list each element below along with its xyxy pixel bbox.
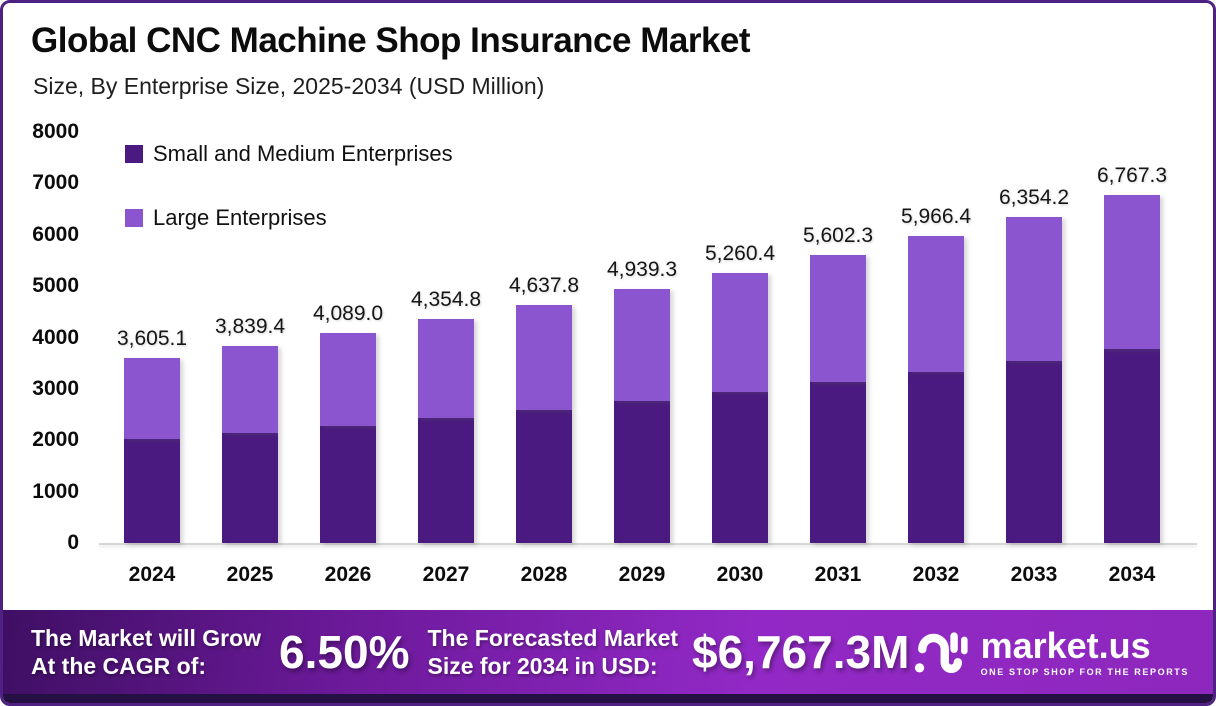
y-tick-label: 2000 xyxy=(32,428,79,452)
brand-tagline: ONE STOP SHOP FOR THE REPORTS xyxy=(980,666,1189,677)
x-tick-label: 2024 xyxy=(128,563,176,586)
x-tick-label: 2026 xyxy=(324,563,372,586)
page-subtitle: Size, By Enterprise Size, 2025-2034 (USD… xyxy=(33,73,545,99)
bar-segment-sme xyxy=(516,409,572,543)
bar-total-label: 6,767.3 xyxy=(1096,164,1168,188)
bar-total-label: 4,354.8 xyxy=(410,288,482,312)
y-tick-label: 5000 xyxy=(32,274,79,298)
bar-segment-sme xyxy=(810,382,866,543)
bar-segment-sme xyxy=(124,439,180,543)
bar-segment-sme xyxy=(222,432,278,543)
bar-segment-large xyxy=(418,319,474,418)
forecast-label-line2: Size for 2034 in USD: xyxy=(427,653,658,679)
y-tick-label: 4000 xyxy=(32,325,79,349)
bar-total-label: 4,637.8 xyxy=(508,273,580,297)
cagr-value: 6.50% xyxy=(279,626,410,678)
bar-total-label: 5,602.3 xyxy=(802,224,874,248)
x-tick-label: 2032 xyxy=(912,563,960,586)
bar-total-label: 5,966.4 xyxy=(900,205,972,229)
cagr-label-line2: At the CAGR of: xyxy=(31,653,207,679)
legend-label-large: Large Enterprises xyxy=(153,205,327,230)
bar-segment-large xyxy=(614,289,670,402)
legend-item-large: Large Enterprises xyxy=(125,205,453,231)
forecast-label-line1: The Forecasted Market xyxy=(427,624,679,651)
bar-segment-large xyxy=(1006,216,1062,361)
legend-label-sme: Small and Medium Enterprises xyxy=(153,141,453,166)
bar-total-label: 5,260.4 xyxy=(704,241,776,265)
y-tick-label: 8000 xyxy=(32,120,79,143)
chart-legend: Small and Medium Enterprises Large Enter… xyxy=(125,141,453,269)
bar-segment-large xyxy=(320,332,376,426)
x-tick-label: 2029 xyxy=(618,563,666,586)
x-tick-label: 2033 xyxy=(1010,563,1058,586)
forecast-label: The Forecasted Market Size for 2034 in U… xyxy=(427,624,678,680)
x-axis-line xyxy=(99,543,1197,545)
forecast-value: $6,767.3M xyxy=(692,626,910,678)
chart-plot-area: Global CNC Machine Shop Insurance Market… xyxy=(3,3,1213,608)
x-tick-label: 2025 xyxy=(226,563,274,586)
bottom-edge-strip xyxy=(3,694,1213,703)
bar-total-label: 6,354.2 xyxy=(998,185,1070,209)
legend-swatch-sme xyxy=(125,145,143,163)
brand-logo: market.us ONE STOP SHOP FOR THE REPORTS xyxy=(913,626,1189,678)
bar-segment-large xyxy=(124,357,180,440)
bar-segment-large xyxy=(908,236,964,372)
bar-segment-large xyxy=(222,345,278,433)
cagr-label-line1: The Market will Grow xyxy=(31,624,262,651)
x-tick-label: 2034 xyxy=(1108,563,1156,586)
page-title: Global CNC Machine Shop Insurance Market xyxy=(31,21,751,60)
bar-segment-sme xyxy=(418,417,474,543)
x-tick-label: 2028 xyxy=(520,563,568,586)
bar-total-label: 3,839.4 xyxy=(214,314,286,338)
bar-total-label: 4,089.0 xyxy=(312,301,384,325)
bar-segment-sme xyxy=(1104,348,1160,543)
bar-total-label: 3,605.1 xyxy=(116,326,188,350)
brand-text: market.us ONE STOP SHOP FOR THE REPORTS xyxy=(980,624,1189,677)
x-tick-label: 2027 xyxy=(422,563,470,586)
bar-segment-sme xyxy=(712,391,768,543)
brand-name: market.us xyxy=(980,624,1151,666)
bar-total-label: 4,939.3 xyxy=(606,258,678,282)
bar-segment-large xyxy=(516,304,572,410)
bar-segment-sme xyxy=(908,371,964,543)
x-tick-label: 2030 xyxy=(716,563,764,586)
y-tick-label: 0 xyxy=(67,531,79,554)
y-tick-label: 7000 xyxy=(32,171,79,195)
marketus-logo-icon xyxy=(914,632,968,673)
cagr-label: The Market will Grow At the CAGR of: xyxy=(31,624,261,680)
bar-segment-sme xyxy=(320,425,376,543)
y-tick-label: 3000 xyxy=(32,376,79,400)
y-tick-label: 1000 xyxy=(32,479,79,503)
bar-segment-large xyxy=(810,255,866,383)
bar-segment-sme xyxy=(1006,360,1062,543)
x-tick-label: 2031 xyxy=(814,563,862,586)
legend-item-sme: Small and Medium Enterprises xyxy=(125,141,453,167)
footer-banner: The Market will Grow At the CAGR of: 6.5… xyxy=(3,610,1213,694)
legend-swatch-large xyxy=(125,209,143,227)
bar-segment-large xyxy=(1104,195,1160,349)
bar-segment-large xyxy=(712,272,768,392)
bar-segment-sme xyxy=(614,401,670,543)
y-tick-label: 6000 xyxy=(32,222,79,246)
